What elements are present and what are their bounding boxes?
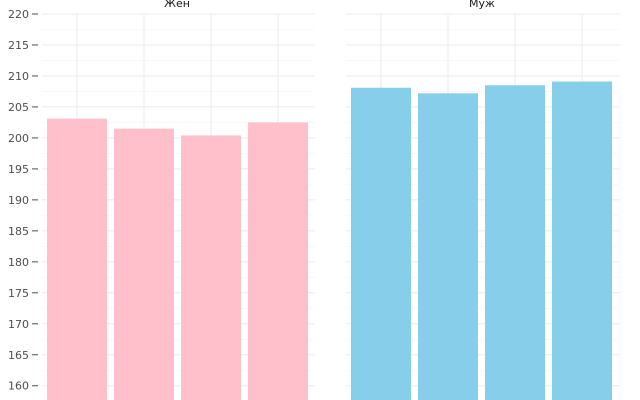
- y-tick-label: 190: [8, 194, 29, 207]
- panel-women: Жен: [42, 0, 315, 400]
- y-tick-label: 220: [8, 8, 29, 21]
- bar: [181, 135, 241, 400]
- y-tick-label: 170: [8, 318, 29, 331]
- facet-title-men: Муж: [469, 0, 495, 10]
- bar: [248, 122, 308, 400]
- y-tick-label: 175: [8, 287, 29, 300]
- panel-men-bars: [351, 81, 612, 400]
- bar: [114, 128, 174, 400]
- bar: [418, 93, 478, 400]
- bar: [351, 87, 411, 400]
- panel-women-bars: [47, 118, 308, 400]
- y-axis: 160 165 170 175 180 185 190 195 200 205 210 215 220: [8, 8, 38, 393]
- facet-title-women: Жен: [164, 0, 190, 10]
- bar: [485, 85, 545, 400]
- y-tick-label: 180: [8, 256, 29, 269]
- y-tick-label: 205: [8, 101, 29, 114]
- y-tick-label: 215: [8, 39, 29, 52]
- panel-men: Муж: [346, 0, 620, 400]
- y-tick-label: 160: [8, 380, 29, 393]
- y-tick-label: 185: [8, 225, 29, 238]
- y-tick-label: 165: [8, 349, 29, 362]
- y-tick-label: 195: [8, 163, 29, 176]
- y-tick-label: 200: [8, 132, 29, 145]
- y-tick-label: 210: [8, 70, 29, 83]
- bar: [47, 118, 107, 400]
- bar: [552, 81, 612, 400]
